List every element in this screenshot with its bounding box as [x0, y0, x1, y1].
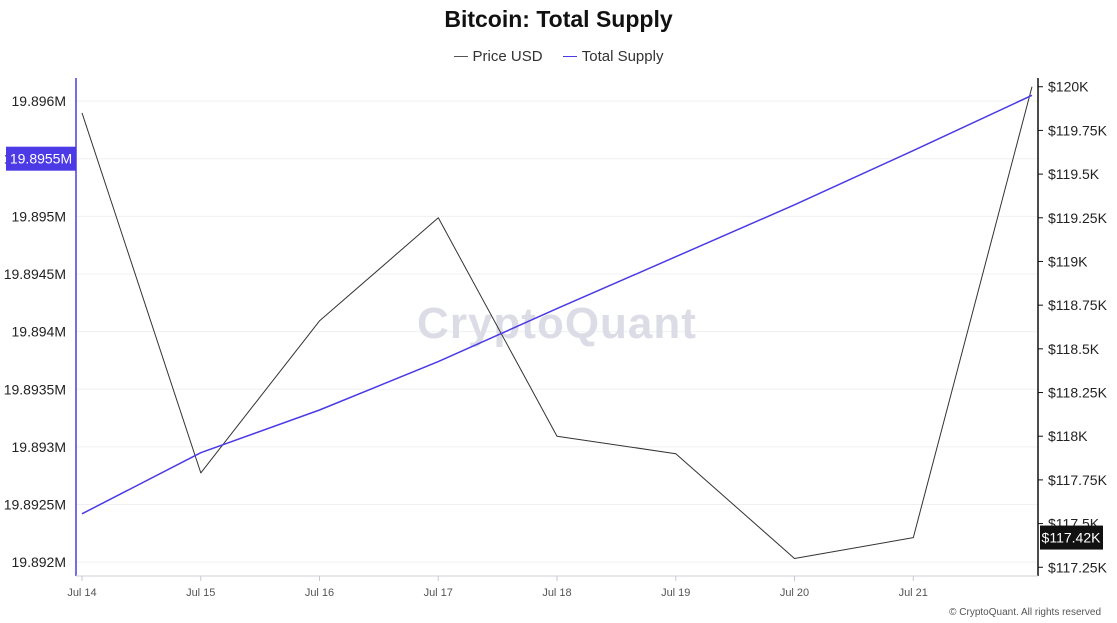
y-right-tick-label: $119.25K — [1048, 210, 1108, 226]
left-value-badge — [6, 146, 76, 171]
legend-swatch-supply — [562, 56, 577, 57]
y-right-tick-label: $117.75K — [1048, 472, 1108, 488]
y-right-tick-label: $119.75K — [1048, 122, 1108, 138]
y-right-tick-label: $120K — [1048, 79, 1089, 95]
x-tick-label: Jul 19 — [661, 587, 690, 599]
series — [81, 86, 1033, 559]
copyright-notice: © CryptoQuant. All rights reserved — [949, 607, 1101, 618]
y-right-tick-label: $118K — [1048, 428, 1088, 444]
y-left-tick-label: 19.8935M — [4, 381, 66, 397]
series-line-total-supply — [81, 94, 1033, 515]
y-right-tick-label: $117.25K — [1048, 559, 1108, 575]
legend: Price USD Total Supply — [0, 44, 1117, 65]
y-left-tick-label: 19.894M — [12, 324, 66, 340]
series-line-price — [81, 86, 1033, 559]
y-left-tick-label: 19.893M — [12, 439, 66, 455]
legend-item-price[interactable]: Price USD — [453, 48, 543, 65]
legend-label-supply: Total Supply — [581, 48, 664, 65]
y-left-tick-label: 19.896M — [12, 93, 66, 109]
value-badges: 19.8955M $117.42K — [6, 146, 1103, 550]
grid — [76, 100, 1038, 563]
y-right-tick-label: $119.5K — [1048, 166, 1100, 182]
legend-label-price: Price USD — [472, 48, 543, 65]
x-tick-label: Jul 16 — [305, 587, 334, 599]
y-right-tick-label: $118.75K — [1048, 297, 1108, 313]
x-tick-label: Jul 18 — [542, 587, 571, 599]
x-tick-label: Jul 17 — [424, 587, 453, 599]
chart-title: Bitcoin: Total Supply — [444, 6, 673, 32]
legend-swatch-price — [453, 56, 468, 57]
left-value-badge-label: 19.8955M — [10, 151, 72, 167]
x-tick-label: Jul 20 — [780, 587, 809, 599]
y-right-tick-label: $118.25K — [1048, 385, 1108, 401]
y-right-tick-label: $118.5K — [1048, 341, 1100, 357]
x-tick-label: Jul 15 — [186, 587, 215, 599]
legend-item-supply[interactable]: Total Supply — [562, 48, 664, 65]
x-tick-label: Jul 14 — [67, 587, 96, 599]
y-left-tick-label: 19.8945M — [4, 266, 66, 282]
y-left-tick-label: 19.895M — [12, 208, 66, 224]
y-left-tick-label: 19.892M — [12, 554, 66, 570]
watermark: CryptoQuant — [417, 299, 697, 348]
y-left-tick-label: 19.8925M — [4, 497, 66, 513]
tick-labels: 19.892M19.8925M19.893M19.8935M19.894M19.… — [4, 79, 1108, 599]
x-tick-label: Jul 21 — [899, 587, 928, 599]
right-value-badge — [1040, 525, 1103, 550]
right-value-badge-label: $117.42K — [1042, 530, 1102, 546]
y-right-tick-label: $119K — [1048, 253, 1088, 269]
